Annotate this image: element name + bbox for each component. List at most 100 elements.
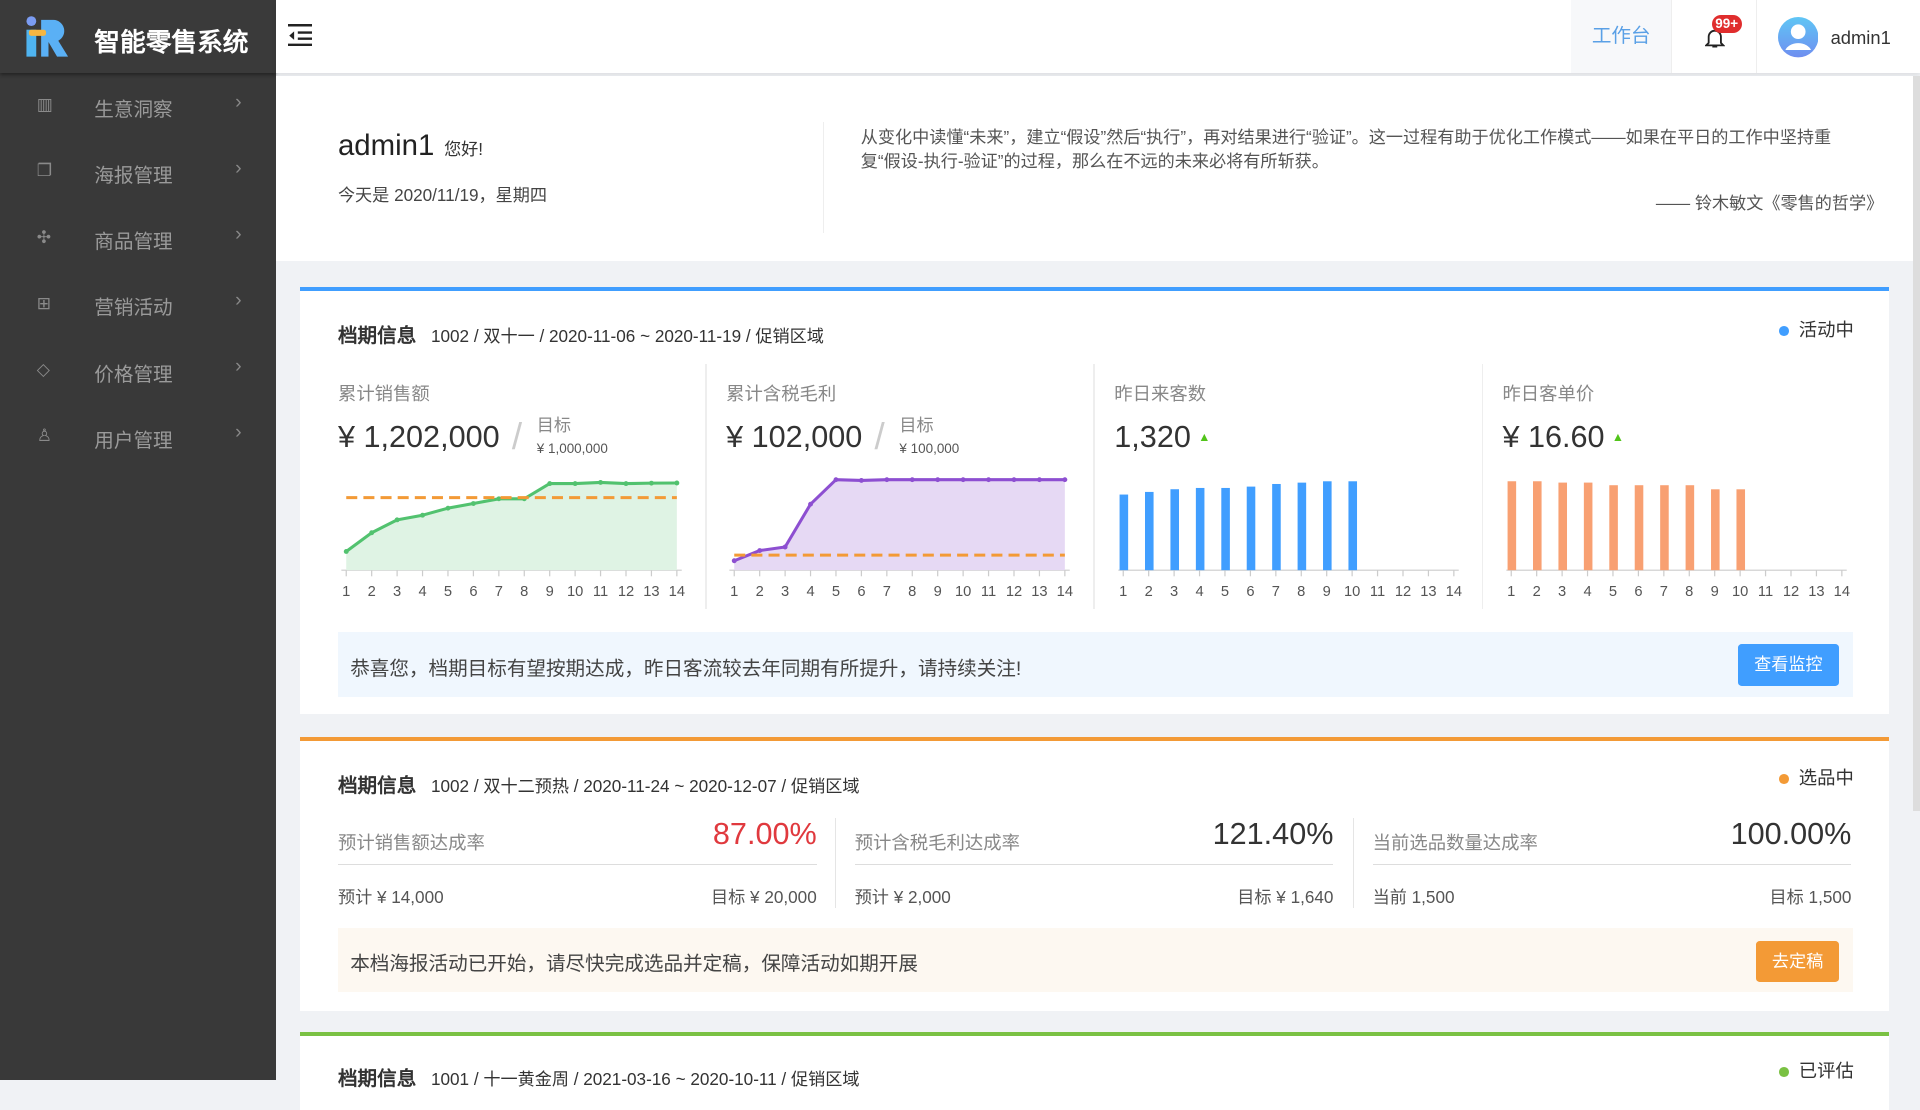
x-tick-label: 9 [1322, 583, 1330, 599]
sidebar-item-3[interactable]: ⊞ 营销活动 › [0, 272, 276, 338]
welcome-panel: admin1 您好! 今天是 2020/11/19，星期四 从变化中读懂“未来”… [275, 75, 1913, 261]
metric-label: 累计含税毛利 [726, 382, 837, 404]
x-tick-label: 6 [1246, 583, 1254, 599]
bar [1659, 484, 1669, 570]
rate-label: 当前选品数量达成率 [1372, 832, 1538, 854]
bar [1119, 494, 1128, 570]
notification-button[interactable]: 99+ [1671, 0, 1757, 74]
metric-value-row: ¥ 102,000 / 目标 ¥ 100,000 [726, 411, 959, 465]
x-tick-label: 1 [1507, 583, 1515, 599]
sidebar: 智能零售系统 ▥ 生意洞察 › ❐ 海报管理 › ✣ 商品管理 › ⊞ 营销活动 › ◇ 价格管理 › ♙ 用户… [0, 0, 276, 1080]
poster-icon: ❐ [36, 160, 53, 181]
username[interactable]: admin1 [1830, 26, 1891, 48]
sidebar-item-2[interactable]: ✣ 商品管理 › [0, 206, 276, 272]
status-dot-icon [1779, 326, 1789, 336]
collapse-menu-icon[interactable] [287, 24, 313, 47]
bar [1170, 488, 1179, 570]
bar [1297, 482, 1306, 570]
data-point [732, 557, 738, 563]
rate-value: 87.00% [712, 817, 817, 852]
slash-divider: / [511, 416, 523, 458]
metric-label: 昨日来客数 [1114, 382, 1207, 404]
x-tick-label: 14 [1833, 583, 1849, 599]
welcome-greeting: 您好! [444, 138, 484, 159]
bar [1322, 480, 1332, 570]
puzzle-icon: ✣ [36, 226, 52, 247]
sidebar-item-4[interactable]: ◇ 价格管理 › [0, 338, 276, 404]
sidebar-item-0[interactable]: ▥ 生意洞察 › [0, 73, 276, 139]
finalize-button[interactable]: 去定稿 [1755, 940, 1840, 983]
alert-bar: 恭喜您，档期目标有望按期达成，昨日客流较去年同期有所提升，请持续关注! 查看监控 [337, 632, 1853, 698]
divider [835, 818, 837, 908]
period-card-selecting: 档期信息 1002 / 双十二预热 / 2020-11-24 ~ 2020-12… [300, 737, 1890, 1011]
bar [1348, 480, 1357, 570]
rate-target: 目标 ¥ 20,000 [711, 887, 817, 908]
divider [337, 863, 817, 865]
data-point [986, 476, 992, 482]
sidebar-item-5[interactable]: ♙ 用户管理 › [0, 404, 276, 470]
data-point [961, 476, 967, 482]
view-monitor-button[interactable]: 查看监控 [1737, 644, 1840, 686]
x-tick-label: 5 [444, 583, 452, 599]
data-point [369, 529, 375, 535]
divider [1372, 863, 1852, 865]
sidebar-item-label: 用户管理 [94, 429, 173, 452]
data-point [394, 516, 400, 522]
data-point [572, 480, 578, 486]
x-tick-label: 10 [567, 583, 583, 599]
rate-label: 预计含税毛利达成率 [854, 832, 1020, 854]
x-tick-label: 14 [1445, 583, 1461, 599]
x-tick-label: 8 [520, 583, 528, 599]
x-tick-label: 6 [1634, 583, 1642, 599]
x-tick-label: 11 [593, 583, 608, 599]
metric-label: 昨日客单价 [1502, 382, 1595, 404]
x-tick-label: 9 [934, 583, 942, 599]
data-point [859, 477, 865, 483]
area-fill [346, 481, 678, 570]
x-tick-label: 1 [1119, 583, 1127, 599]
divider [854, 863, 1334, 865]
alert-message: 本档海报活动已开始，请尽快完成选品并定稿，保障活动如期开展 [350, 952, 918, 975]
chart-3: 1 2 3 4 5 6 7 8 9 10 11 12 13 14 [1506, 480, 1850, 599]
data-point [1062, 476, 1068, 482]
avatar[interactable] [1777, 17, 1819, 58]
today-date: 今天是 2020/11/19，星期四 [337, 185, 548, 206]
bar [1558, 482, 1567, 570]
period-heading: 档期信息 1002 / 双十二预热 / 2020-11-24 ~ 2020-12… [338, 769, 860, 798]
data-point [547, 480, 553, 486]
x-tick-label: 11 [1370, 583, 1385, 599]
bar [1507, 480, 1516, 570]
x-tick-label: 2 [1144, 583, 1152, 599]
quote-line: 从变化中读懂“未来”，建立“假设”然后“执行”，再对结果进行“验证”。这一过程有… [860, 126, 1832, 147]
chevron-right-icon: › [235, 156, 242, 179]
metric-value: 1,320 [1114, 419, 1191, 454]
chevron-right-icon: › [235, 222, 242, 245]
scrollbar[interactable] [1912, 75, 1920, 811]
data-point [471, 500, 477, 506]
target-block: 目标 ¥ 100,000 [899, 413, 959, 462]
period-title: 档期信息 [337, 775, 417, 798]
target-label: 目标 [899, 414, 934, 435]
welcome-heading: admin1 您好! [338, 129, 483, 163]
metric-value: ¥ 16.60 [1502, 419, 1605, 454]
bar [1583, 482, 1593, 570]
bar [1144, 491, 1154, 570]
period-title: 档期信息 [337, 1067, 417, 1090]
divider [705, 363, 707, 609]
x-tick-label: 13 [1808, 583, 1824, 599]
divider [1353, 818, 1355, 908]
workbench-tab[interactable]: 工作台 [1571, 0, 1672, 74]
x-tick-label: 7 [1271, 583, 1279, 599]
sidebar-item-label: 商品管理 [94, 231, 173, 254]
x-tick-label: 4 [1583, 583, 1591, 599]
series-line [734, 477, 1066, 562]
data-point [445, 505, 451, 511]
gift-icon: ⊞ [36, 292, 52, 313]
x-tick-label: 9 [1710, 583, 1718, 599]
metric-value-row: ¥ 1,202,000 / 目标 ¥ 1,000,000 [338, 411, 608, 465]
status-dot-icon [1779, 774, 1789, 784]
data-point [344, 548, 349, 554]
bar [1246, 486, 1255, 570]
sidebar-item-1[interactable]: ❐ 海报管理 › [0, 140, 276, 206]
x-tick-label: 3 [1170, 583, 1178, 599]
